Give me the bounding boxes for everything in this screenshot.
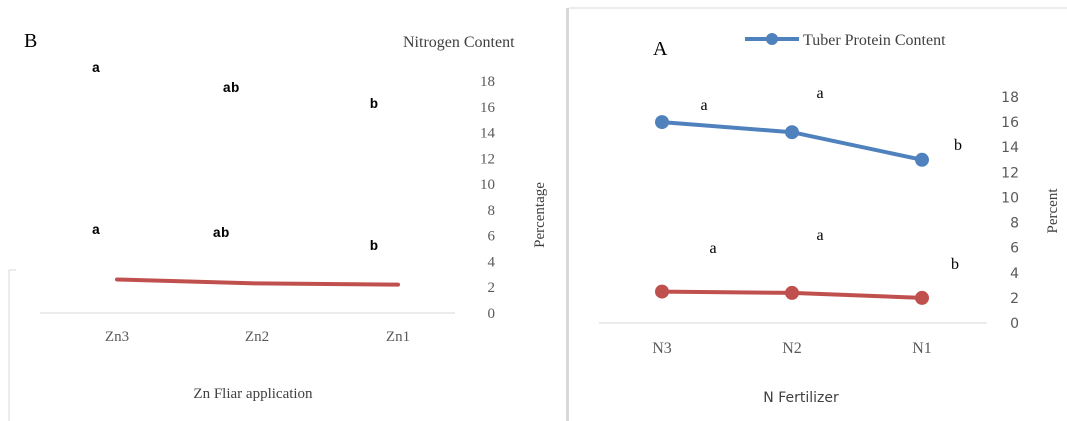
panel-a-series-0-point xyxy=(785,125,799,140)
panel-a-y-tick-label: 10 xyxy=(1001,190,1019,206)
panel-b-chart: B Nitrogen Content Zn Fliar application … xyxy=(8,30,548,421)
panel-a-x-tick-label: N3 xyxy=(652,340,672,357)
panel-a-lower-annotation: a xyxy=(709,240,716,257)
panel-a-y-tick-label: 14 xyxy=(1001,140,1019,156)
panel-b-y-axis-title: Percentage xyxy=(532,182,548,248)
panel-a-upper-annotation: a xyxy=(700,97,707,114)
panel-a-chart: A Tuber Protein Content N Fertilizer Per… xyxy=(569,7,1067,406)
panel-b-letter: B xyxy=(24,30,37,52)
panel-b-y-tick-label: 18 xyxy=(480,74,495,90)
panel-a-series-0-point xyxy=(655,115,669,130)
panel-b-legend-label: Nitrogen Content xyxy=(403,34,515,51)
panel-a-y-tick-label: 8 xyxy=(1010,216,1019,232)
panel-a-y-tick-label: 16 xyxy=(1001,115,1019,131)
panel-b-lower-annotation: a xyxy=(92,223,101,239)
panel-b-y-tick-label: 0 xyxy=(488,306,496,322)
panel-a-plot: 0 2 4 6 8 10 12 14 16 18 N3 N2 N1 a a b a a b xyxy=(599,85,1019,357)
panel-a: A Tuber Protein Content N Fertilizer Per… xyxy=(569,0,1067,421)
panel-b-x-tick-label: Zn2 xyxy=(245,329,269,345)
panel-a-letter: A xyxy=(653,38,668,60)
panel-a-x-tick-label: N1 xyxy=(912,340,932,357)
panel-a-x-tick-label: N2 xyxy=(782,340,802,357)
panel-b-y-tick-label: 2 xyxy=(488,280,496,296)
panel-a-upper-annotation: a xyxy=(816,85,823,102)
panel-a-legend-marker xyxy=(766,33,778,45)
panel-b-lower-annotation: b xyxy=(370,239,378,255)
panel-a-y-tick-label: 4 xyxy=(1010,266,1019,282)
panel-a-lower-annotation: b xyxy=(951,256,959,273)
panel-a-y-tick-label: 6 xyxy=(1010,241,1019,257)
panel-b-x-tick-label: Zn1 xyxy=(386,329,410,345)
panel-b-y-tick-label: 12 xyxy=(480,151,495,167)
panel-a-y-tick-label: 18 xyxy=(1001,90,1019,106)
panel-a-upper-annotation: b xyxy=(954,137,962,154)
panel-b-y-tick-label: 16 xyxy=(480,100,496,116)
panel-b-upper-annotation: ab xyxy=(223,81,240,97)
panel-a-y-tick-label: 0 xyxy=(1010,316,1019,332)
panel-b-x-tick-label: Zn3 xyxy=(105,329,129,345)
panel-b-y-tick-label: 8 xyxy=(488,203,496,219)
panel-a-x-axis-title: N Fertilizer xyxy=(763,390,839,406)
panel-a-y-tick-label: 12 xyxy=(1001,165,1019,181)
panel-b-upper-annotation: a xyxy=(92,61,101,77)
panel-divider xyxy=(566,8,569,421)
panel-b-x-axis-title: Zn Fliar application xyxy=(193,386,313,402)
panel-a-y-axis-title: Percent xyxy=(1045,188,1061,234)
panel-a-series-1-point xyxy=(915,290,929,305)
panel-b-series-0-line xyxy=(115,277,400,287)
panel-a-series-1-point xyxy=(785,285,799,300)
panel-a-y-tick-label: 2 xyxy=(1010,291,1019,307)
panel-b-y-tick-label: 14 xyxy=(480,126,496,142)
panel-b-lower-annotation: ab xyxy=(213,226,230,242)
panel-b-upper-annotation: b xyxy=(370,97,378,113)
panel-a-series-1-point xyxy=(655,284,669,299)
panel-b: B Nitrogen Content Zn Fliar application … xyxy=(8,30,548,421)
panel-b-plot: 0 2 4 6 8 10 12 14 16 18 Zn3 Zn2 Zn1 a ab b a ab b xyxy=(40,61,496,345)
panel-b-y-tick-label: 6 xyxy=(488,229,496,245)
panel-b-y-tick-label: 10 xyxy=(480,177,495,193)
panel-a-lower-annotation: a xyxy=(816,227,823,244)
panel-b-y-tick-label: 4 xyxy=(488,254,496,270)
panel-a-series-0-point xyxy=(915,152,929,167)
panel-a-legend-label: Tuber Protein Content xyxy=(803,32,946,49)
